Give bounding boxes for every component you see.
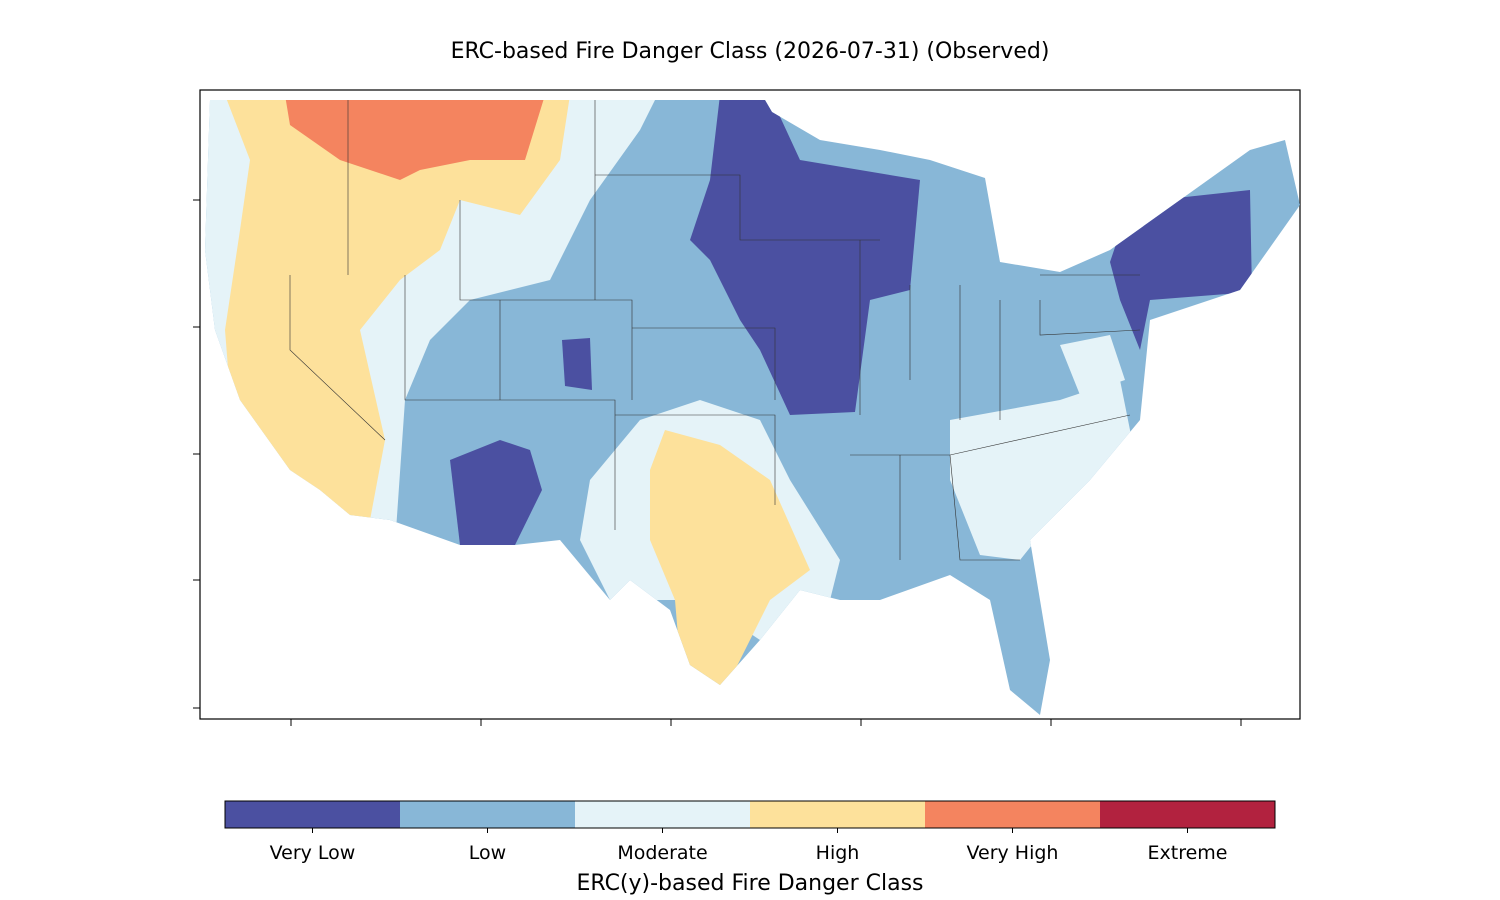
region <box>690 100 920 415</box>
colorbar-label: Extreme <box>1148 842 1228 864</box>
colorbar-swatch <box>925 801 1100 828</box>
map-ticks <box>193 199 1242 726</box>
colorbar: Very Low Low Moderate High Very High Extreme <box>224 800 1276 864</box>
region <box>950 380 1132 560</box>
colorbar-label: Very High <box>967 842 1059 864</box>
region <box>562 338 592 390</box>
state-borders <box>289 100 1141 561</box>
region <box>450 440 542 545</box>
colorbar-label: Moderate <box>617 842 707 864</box>
region <box>1110 190 1252 350</box>
colorbar-label: Very Low <box>270 842 356 864</box>
map-title: ERC-based Fire Danger Class (2026-07-31)… <box>451 39 1050 64</box>
region <box>1060 335 1125 395</box>
region <box>650 430 810 690</box>
colorbar-swatch <box>400 801 575 828</box>
colorbar-swatch <box>575 801 750 828</box>
colorbar-label: Low <box>469 842 506 864</box>
colorbar-swatch <box>225 801 400 828</box>
colorbar-swatch <box>750 801 925 828</box>
region <box>225 100 570 520</box>
colorbar-label: High <box>816 842 860 864</box>
region <box>285 100 545 180</box>
colorbar-frame <box>224 800 1276 829</box>
colorbar-title: ERC(y)-based Fire Danger Class <box>576 871 923 896</box>
colorbar-swatch <box>1100 801 1275 828</box>
